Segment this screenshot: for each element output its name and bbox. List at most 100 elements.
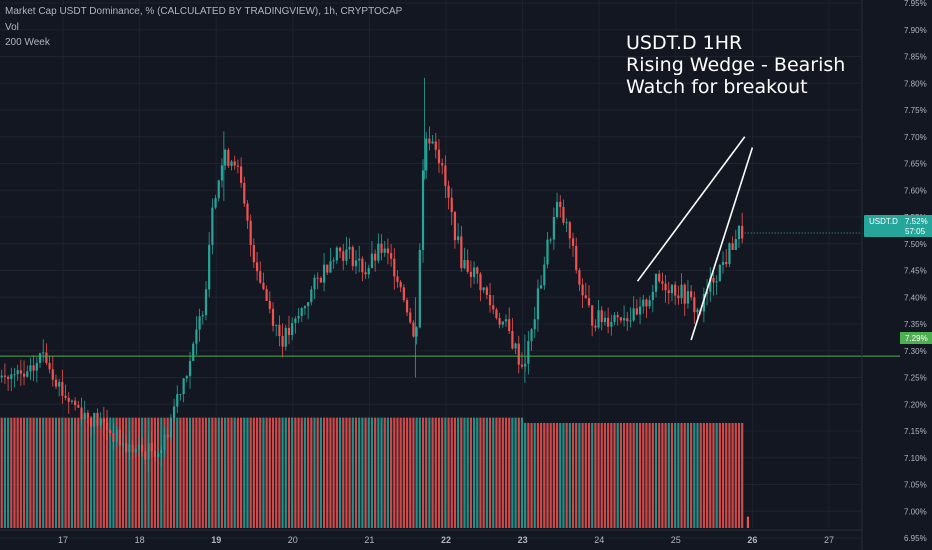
candle-body: [677, 295, 680, 299]
candle-body: [297, 315, 300, 319]
volume-bar: [67, 417, 70, 528]
candle-body: [514, 343, 517, 349]
volume-bar: [367, 417, 370, 528]
candle-body: [412, 322, 415, 337]
volume-bar: [571, 422, 575, 528]
volume-bar: [358, 417, 361, 528]
rising-wedge-lines[interactable]: [636, 136, 754, 341]
candle-body: [670, 284, 674, 294]
volume-bar: [38, 417, 42, 528]
candle-body: [661, 281, 664, 284]
candle-body: [409, 312, 412, 323]
candle-body: [291, 323, 294, 336]
volume-bar: [402, 417, 405, 528]
volume-bar: [492, 417, 495, 528]
chart-annotation[interactable]: USDT.D 1HR Rising Wedge - Bearish Watch …: [626, 32, 845, 98]
candle-body: [664, 283, 667, 291]
volume-bar: [498, 417, 501, 528]
candle-body: [214, 198, 217, 208]
candle-body: [683, 284, 686, 304]
indicator-200-week[interactable]: 200 Week: [5, 37, 50, 48]
volume-bar: [488, 417, 492, 528]
y-tick-label: 7.45%: [904, 267, 927, 276]
candle-body: [74, 400, 77, 406]
volume-bar: [654, 422, 658, 528]
candle-body: [728, 243, 731, 265]
candle-body: [648, 300, 651, 307]
y-tick-label: 7.65%: [904, 160, 927, 169]
candle-body: [552, 217, 555, 240]
volume-bar: [287, 417, 291, 528]
volume-bar: [661, 422, 664, 528]
candle-body: [271, 308, 275, 326]
candle-body: [399, 281, 402, 288]
candle-body: [450, 197, 453, 213]
candle-body: [211, 207, 214, 245]
y-tick-label: 7.15%: [904, 427, 927, 436]
volume-bar: [651, 422, 654, 528]
candle-body: [367, 268, 370, 275]
candle-body: [374, 253, 377, 261]
volume-bar: [278, 417, 281, 528]
volume-bar: [447, 417, 450, 528]
volume-bar: [361, 417, 364, 528]
volume-bar: [511, 417, 514, 528]
candle-body: [182, 378, 185, 395]
volume-bar: [383, 417, 386, 528]
candle-body: [141, 445, 144, 452]
y-tick-label: 7.10%: [904, 454, 927, 463]
volume-bar: [370, 417, 374, 528]
volume-bar: [297, 417, 300, 528]
candle-body: [511, 331, 514, 349]
candle-body: [543, 264, 546, 286]
volume-bar: [741, 422, 744, 528]
candle-body: [527, 341, 530, 364]
candle-body: [622, 318, 626, 321]
volume-bar: [514, 417, 517, 528]
volume-bar: [591, 422, 594, 528]
candle-body: [153, 451, 157, 457]
volume-bar: [351, 417, 354, 528]
volume-bar: [578, 422, 581, 528]
volume-bar: [482, 417, 485, 528]
candle-body: [571, 238, 575, 246]
volume-bar: [80, 417, 83, 528]
candle-body: [492, 305, 495, 310]
candle-body: [29, 365, 32, 372]
price-axis[interactable]: 7.95% 7.90% 7.85% 7.80% 7.75% 7.70% 7.65% 7.60%…: [861, 0, 927, 550]
candle-body: [380, 243, 383, 253]
volume-bar: [93, 417, 96, 528]
candle-body: [86, 412, 89, 418]
x-tick-label: 20: [288, 535, 298, 545]
candle-body: [35, 362, 38, 371]
volume-bar: [597, 422, 600, 528]
volume-bar: [619, 422, 623, 528]
volume-bar: [559, 422, 562, 528]
y-tick-label: 6.95%: [904, 534, 927, 543]
volume-bar: [3, 417, 7, 528]
candle-body: [565, 222, 568, 224]
volume-bar: [77, 417, 80, 528]
candle-body: [157, 453, 160, 457]
candle-body: [278, 324, 281, 337]
candle-body: [584, 295, 587, 299]
volume-bar: [74, 417, 77, 528]
candle-body: [160, 450, 163, 454]
candle-body: [626, 318, 629, 322]
candle-body: [307, 302, 310, 307]
chart-title: Market Cap USDT Dominance, % (CALCULATED…: [5, 6, 403, 17]
volume-bar: [517, 417, 520, 528]
candle-body: [562, 207, 565, 223]
candle-body: [220, 165, 224, 181]
volume-bar: [718, 422, 721, 528]
volume-bar: [607, 422, 610, 528]
volume-bar: [399, 417, 402, 528]
candle-body: [246, 203, 249, 221]
volume-bar: [153, 417, 157, 528]
candle-body: [201, 315, 204, 317]
time-axis[interactable]: 17 18 19 20 21 22 23 24 25 26 27: [0, 529, 862, 545]
x-tick-label: 17: [58, 535, 68, 545]
volume-bar: [35, 417, 38, 528]
indicator-vol[interactable]: Vol: [5, 22, 19, 33]
